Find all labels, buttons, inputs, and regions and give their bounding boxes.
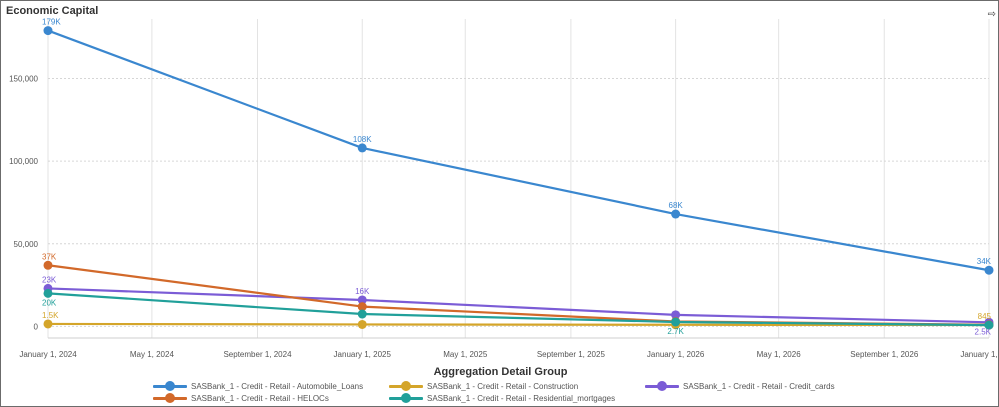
x-tick-label: January 1, 2025 bbox=[334, 350, 392, 359]
data-label: 16K bbox=[355, 287, 370, 296]
x-tick-label: January 1, 2024 bbox=[19, 350, 77, 359]
y-tick-label: 100,000 bbox=[9, 157, 38, 166]
x-tick-label: May 1, 2024 bbox=[130, 350, 175, 359]
legend-item[interactable]: SASBank_1 - Credit - Retail - HELOCs bbox=[153, 393, 329, 404]
x-tick-label: January 1, 2026 bbox=[647, 350, 705, 359]
data-label: 108K bbox=[353, 135, 372, 144]
series-line bbox=[47, 322, 990, 327]
legend-swatch bbox=[153, 393, 187, 404]
x-tick-label: May 1, 2026 bbox=[757, 350, 802, 359]
legend: SASBank_1 - Credit - Retail - Automobile… bbox=[1, 379, 998, 405]
legend-item[interactable]: SASBank_1 - Credit - Retail - Constructi… bbox=[389, 381, 578, 392]
x-tick-label: September 1, 2026 bbox=[850, 350, 919, 359]
series-line bbox=[47, 292, 990, 327]
x-tick-label: May 1, 2025 bbox=[443, 350, 488, 359]
axes: January 1, 2024 May 1, 2024 September 1, 2… bbox=[9, 75, 998, 359]
data-point bbox=[671, 310, 681, 320]
data-label: 20K bbox=[42, 298, 57, 307]
series-line bbox=[47, 264, 990, 326]
chart-title: Economic Capital bbox=[6, 5, 99, 17]
legend-swatch bbox=[389, 393, 423, 404]
legend-item[interactable]: SASBank_1 - Credit - Retail - Residentia… bbox=[389, 393, 615, 404]
legend-swatch-dot bbox=[401, 381, 411, 391]
data-point bbox=[984, 320, 994, 330]
data-point bbox=[357, 309, 367, 319]
series-line bbox=[47, 29, 990, 272]
legend-swatch-dot bbox=[657, 381, 667, 391]
legend-swatch bbox=[389, 381, 423, 392]
data-label: 23K bbox=[42, 275, 57, 284]
legend-title: Aggregation Detail Group bbox=[433, 366, 568, 378]
data-point bbox=[671, 317, 681, 327]
data-label: 68K bbox=[669, 201, 684, 210]
data-point bbox=[43, 26, 53, 36]
data-point bbox=[357, 143, 367, 153]
data-point bbox=[357, 295, 367, 305]
legend-swatch bbox=[645, 381, 679, 392]
legend-swatch-dot bbox=[165, 393, 175, 403]
series-lines bbox=[43, 26, 994, 330]
y-tick-label: 0 bbox=[34, 322, 39, 331]
x-tick-label: September 1, 2025 bbox=[537, 350, 606, 359]
y-tick-label: 150,000 bbox=[9, 75, 38, 84]
data-point bbox=[984, 265, 994, 275]
legend-swatch bbox=[153, 381, 187, 392]
data-labels: 179K 108K 68K 34K 1.5K 845 23K 16K 2.5K 37K 20K 2.7… bbox=[42, 18, 992, 337]
data-label: 845 bbox=[978, 312, 992, 321]
legend-label: SASBank_1 - Credit - Retail - HELOCs bbox=[191, 394, 329, 403]
data-point bbox=[357, 319, 367, 329]
legend-label: SASBank_1 - Credit - Retail - Credit_car… bbox=[683, 382, 835, 391]
legend-label: SASBank_1 - Credit - Retail - Automobile… bbox=[191, 382, 364, 391]
legend-item[interactable]: SASBank_1 - Credit - Retail - Automobile… bbox=[153, 381, 363, 392]
data-point bbox=[671, 209, 681, 219]
data-label: 2.5K bbox=[975, 327, 992, 336]
data-label: 1.5K bbox=[42, 311, 59, 320]
legend-swatch-dot bbox=[401, 393, 411, 403]
data-point bbox=[43, 260, 53, 270]
data-label: 179K bbox=[42, 18, 61, 27]
legend-label: SASBank_1 - Credit - Retail - Residentia… bbox=[427, 394, 616, 403]
series-line bbox=[47, 287, 990, 324]
legend-item[interactable]: SASBank_1 - Credit - Retail - Credit_car… bbox=[645, 381, 835, 392]
data-label: 37K bbox=[42, 252, 57, 261]
corner-arrow-icon[interactable]: ⇨ bbox=[987, 9, 996, 20]
grid bbox=[47, 19, 990, 338]
data-point bbox=[357, 302, 367, 312]
legend-label: SASBank_1 - Credit - Retail - Constructi… bbox=[427, 382, 579, 391]
data-point bbox=[43, 288, 53, 298]
data-label: 34K bbox=[977, 257, 992, 266]
y-tick-label: 50,000 bbox=[14, 240, 39, 249]
data-point bbox=[43, 319, 53, 329]
x-tick-label: January 1, 2027 bbox=[960, 350, 998, 359]
data-label: 2.7K bbox=[667, 327, 684, 336]
x-tick-label: September 1, 2024 bbox=[223, 350, 292, 359]
legend-swatch-dot bbox=[165, 381, 175, 391]
